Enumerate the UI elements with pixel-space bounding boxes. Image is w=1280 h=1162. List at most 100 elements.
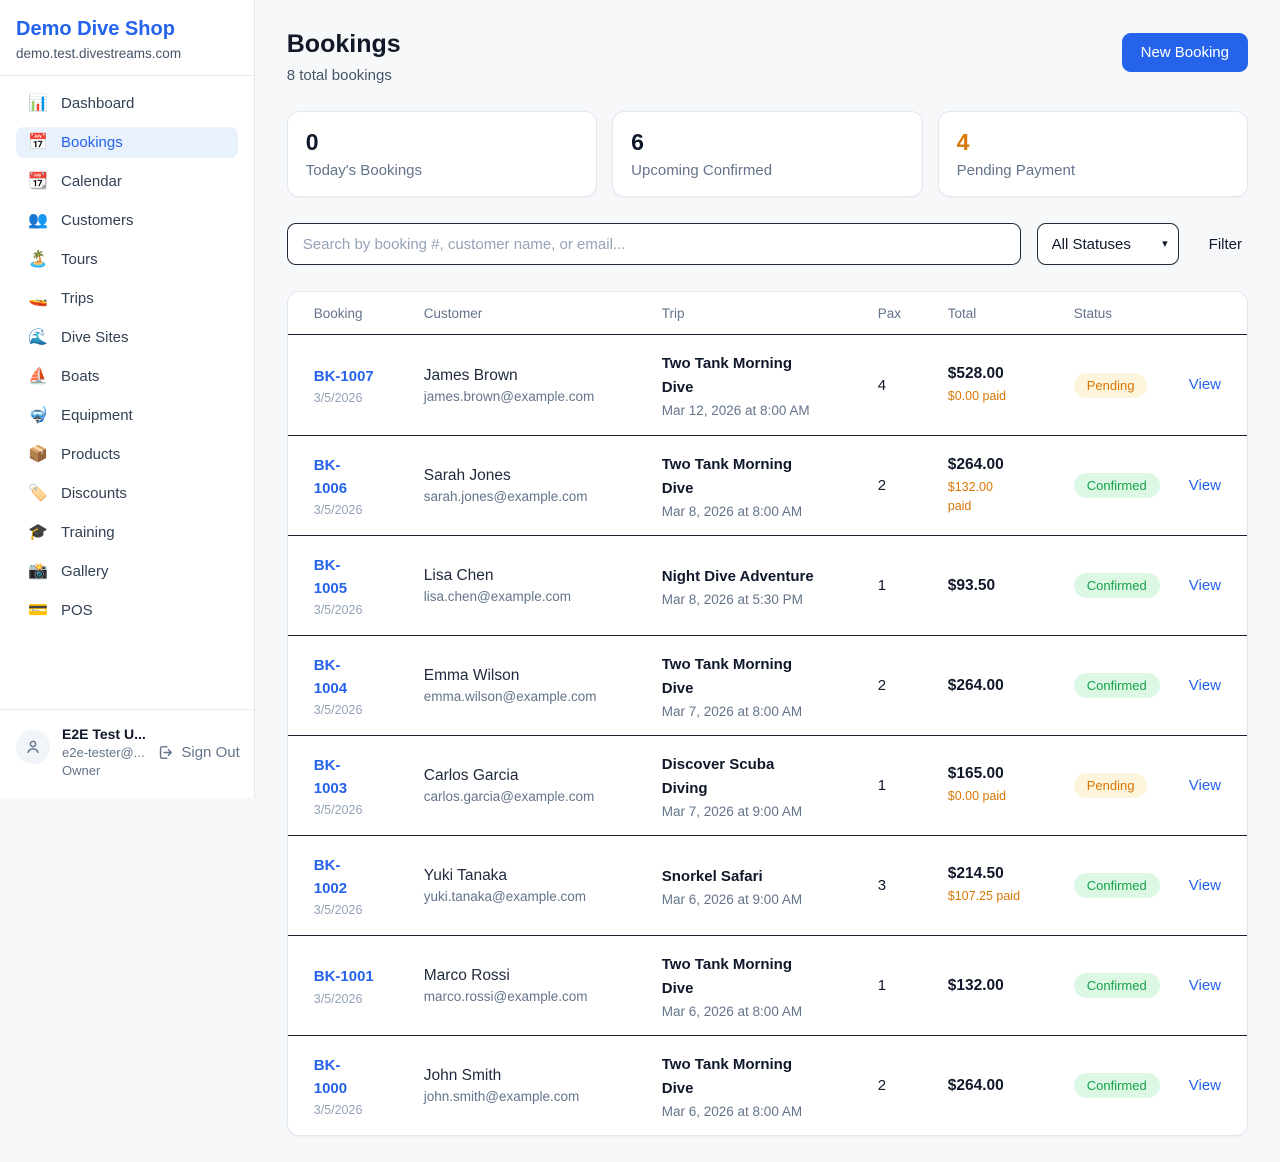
status-badge: Confirmed bbox=[1073, 673, 1160, 698]
view-link[interactable]: View bbox=[1188, 376, 1221, 393]
sidebar-item-dive-sites[interactable]: 🌊 Dive Sites bbox=[16, 322, 238, 353]
customer-name: Marco Rossi bbox=[423, 967, 510, 984]
sign-out-label: Sign Out bbox=[181, 743, 240, 761]
sidebar-item-gallery[interactable]: 📸 Gallery bbox=[16, 556, 238, 587]
trip-datetime: Mar 7, 2026 at 8:00 AM bbox=[661, 703, 803, 719]
trip-name: Two Tank Morning Dive bbox=[661, 655, 793, 697]
sidebar-item-dashboard[interactable]: 📊 Dashboard bbox=[16, 88, 238, 119]
customer-name: Emma Wilson bbox=[423, 667, 520, 684]
sidebar-item-tours[interactable]: 🏝️ Tours bbox=[16, 244, 238, 275]
column-header-booking: Booking bbox=[313, 305, 363, 321]
page-subtitle: 8 total bookings bbox=[286, 67, 392, 84]
customer-name: Carlos Garcia bbox=[423, 767, 519, 784]
sidebar-item-boats[interactable]: ⛵ Boats bbox=[16, 361, 238, 392]
table-row: BK- 1005 3/5/2026 Lisa Chen lisa.chen@ex… bbox=[287, 535, 1247, 635]
status-badge: Confirmed bbox=[1073, 873, 1160, 898]
pax-count: 4 bbox=[877, 376, 887, 394]
booking-id-link[interactable]: BK-1007 bbox=[313, 367, 374, 385]
graduation-cap-icon: 🎓 bbox=[28, 523, 48, 541]
status-select[interactable]: All Statuses bbox=[1036, 223, 1179, 265]
customer-email: sarah.jones@example.com bbox=[423, 489, 588, 504]
credit-card-icon: 💳 bbox=[28, 601, 48, 619]
page-title: Bookings bbox=[286, 30, 401, 58]
trip-datetime: Mar 6, 2026 at 9:00 AM bbox=[661, 891, 803, 907]
bookings-table: Booking Customer Trip Pax Total Status B… bbox=[286, 291, 1248, 1136]
sidebar-item-label: Trips bbox=[61, 290, 94, 307]
customer-name: Yuki Tanaka bbox=[423, 867, 508, 884]
search-input[interactable] bbox=[286, 223, 1021, 265]
sidebar-item-calendar[interactable]: 📆 Calendar bbox=[16, 166, 238, 197]
booking-date: 3/5/2026 bbox=[313, 1103, 363, 1118]
paid-amount: $107.25 paid bbox=[947, 889, 1021, 904]
view-link[interactable]: View bbox=[1188, 776, 1221, 794]
customer-email: yuki.tanaka@example.com bbox=[423, 889, 587, 904]
sidebar-item-label: Discounts bbox=[61, 485, 127, 502]
tear-off-calendar-icon: 📆 bbox=[28, 172, 48, 190]
pax-count: 1 bbox=[877, 777, 887, 794]
table-row: BK-1001 3/5/2026 Marco Rossi marco.rossi… bbox=[287, 935, 1247, 1035]
booking-date: 3/5/2026 bbox=[313, 503, 363, 518]
table-row: BK- 1000 3/5/2026 John Smith john.smith@… bbox=[287, 1035, 1247, 1135]
view-link[interactable]: View bbox=[1188, 576, 1221, 594]
total-amount: $264.00 bbox=[947, 455, 1004, 473]
filter-button[interactable]: Filter bbox=[1208, 235, 1242, 253]
avatar bbox=[16, 730, 50, 764]
table-row: BK-1007 3/5/2026 James Brown james.brown… bbox=[288, 335, 1247, 435]
total-amount: $132.00 bbox=[947, 976, 1004, 994]
sidebar-item-bookings[interactable]: 📅 Bookings bbox=[16, 127, 238, 158]
view-link[interactable]: View bbox=[1188, 876, 1221, 894]
booking-id-link[interactable]: BK- 1006 bbox=[313, 456, 348, 497]
brand-header: Demo Dive Shop demo.test.divestreams.com bbox=[0, 0, 254, 76]
customer-name: Lisa Chen bbox=[423, 567, 494, 584]
new-booking-button[interactable]: New Booking bbox=[1121, 33, 1248, 72]
sign-out-button[interactable]: Sign Out bbox=[157, 743, 240, 761]
stat-value: 0 bbox=[305, 129, 319, 155]
status-badge: Confirmed bbox=[1073, 573, 1160, 598]
booking-id-link[interactable]: BK- 1000 bbox=[313, 1056, 348, 1097]
sidebar-item-label: Training bbox=[61, 524, 115, 541]
booking-id-link[interactable]: BK- 1002 bbox=[313, 856, 348, 897]
total-amount: $165.00 bbox=[947, 765, 1004, 783]
table-row: BK- 1004 3/5/2026 Emma Wilson emma.wilso… bbox=[287, 635, 1247, 735]
sidebar-user-section: E2E Test U... e2e-tester@... Owner Sign … bbox=[0, 709, 254, 798]
view-link[interactable]: View bbox=[1188, 676, 1221, 694]
user-email: e2e-tester@... bbox=[62, 745, 145, 760]
booking-id-link[interactable]: BK- 1003 bbox=[313, 756, 348, 797]
trip-name: Two Tank Morning Dive bbox=[661, 1055, 793, 1097]
table-row: BK- 1003 3/5/2026 Carlos Garcia carlos.g… bbox=[287, 735, 1247, 835]
sidebar-item-equipment[interactable]: 🤿 Equipment bbox=[16, 400, 238, 431]
package-icon: 📦 bbox=[28, 445, 48, 463]
status-badge: Pending bbox=[1073, 372, 1148, 398]
sidebar-item-label: Boats bbox=[61, 368, 100, 385]
logout-icon bbox=[160, 745, 173, 759]
sidebar-item-pos[interactable]: 💳 POS bbox=[16, 595, 238, 626]
total-amount: $214.50 bbox=[947, 865, 1004, 883]
brand-domain: demo.test.divestreams.com bbox=[16, 46, 182, 61]
status-badge: Confirmed bbox=[1073, 973, 1160, 998]
page-header: Bookings 8 total bookings New Booking bbox=[287, 30, 1248, 84]
pax-count: 1 bbox=[877, 577, 887, 594]
stats-row: 0 Today's Bookings 6 Upcoming Confirmed … bbox=[286, 111, 1249, 197]
view-link[interactable]: View bbox=[1188, 1076, 1221, 1094]
booking-id-link[interactable]: BK- 1004 bbox=[313, 656, 348, 697]
sidebar-item-products[interactable]: 📦 Products bbox=[16, 439, 238, 470]
view-link[interactable]: View bbox=[1188, 476, 1221, 494]
total-amount: $264.00 bbox=[947, 1076, 1004, 1094]
customer-name: James Brown bbox=[423, 366, 518, 384]
sidebar-item-trips[interactable]: 🚤 Trips bbox=[16, 283, 238, 314]
sidebar-item-training[interactable]: 🎓 Training bbox=[16, 517, 238, 548]
pax-count: 2 bbox=[877, 1077, 887, 1094]
sidebar-item-customers[interactable]: 👥 Customers bbox=[16, 205, 238, 236]
speedboat-icon: 🚤 bbox=[28, 289, 48, 307]
sidebar-item-label: Customers bbox=[61, 212, 134, 229]
view-link[interactable]: View bbox=[1188, 976, 1221, 994]
booking-id-link[interactable]: BK- 1005 bbox=[313, 556, 348, 597]
sidebar-item-discounts[interactable]: 🏷️ Discounts bbox=[16, 478, 238, 509]
calendar-icon: 📅 bbox=[28, 133, 48, 151]
booking-id-link[interactable]: BK-1001 bbox=[313, 968, 374, 986]
sidebar-item-label: Calendar bbox=[61, 173, 122, 190]
trip-name: Discover Scuba Diving bbox=[661, 755, 775, 797]
sidebar: Demo Dive Shop demo.test.divestreams.com… bbox=[0, 0, 255, 798]
trip-datetime: Mar 6, 2026 at 8:00 AM bbox=[661, 1003, 803, 1019]
booking-date: 3/5/2026 bbox=[313, 603, 363, 618]
